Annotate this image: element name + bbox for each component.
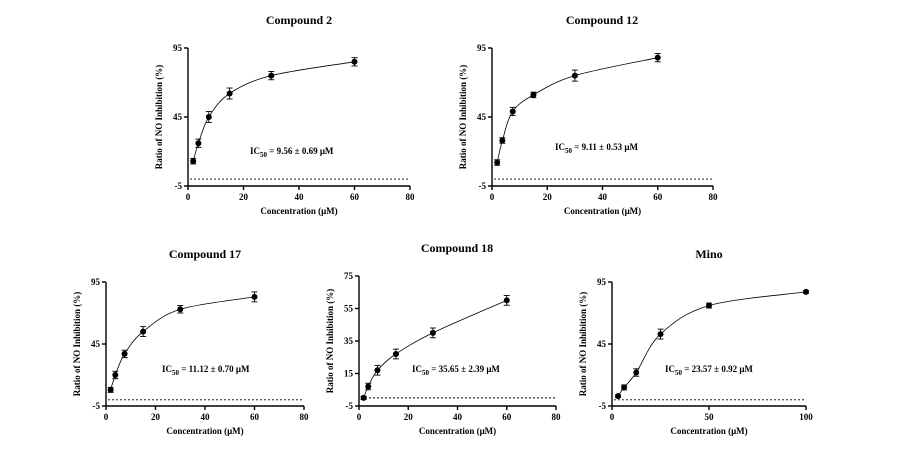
data-point: [633, 369, 640, 376]
data-point: [205, 114, 212, 120]
data-point: [706, 302, 712, 309]
y-tick-label: 45: [173, 112, 183, 122]
chart-panel: Compound 17 0 20 40 60 80 -5 45 95 Concentration …: [72, 247, 309, 436]
data-point: [226, 90, 233, 97]
fit-curve: [617, 291, 807, 397]
data-point: [571, 72, 578, 79]
x-tick-label: 80: [552, 412, 562, 422]
data-point: [803, 288, 809, 295]
y-axis-label: Ratio of NO Inhibition (%): [72, 292, 82, 397]
x-axis-label: Concentration (μM): [166, 426, 243, 436]
y-tick-label: -5: [175, 181, 183, 191]
x-axis-label: Concentration (μM): [419, 426, 496, 436]
x-tick-label: 80: [709, 192, 719, 202]
y-tick-label: -5: [346, 401, 354, 411]
data-point: [374, 367, 381, 374]
x-tick-label: 60: [350, 192, 360, 202]
x-tick-label: 40: [201, 412, 211, 422]
data-point: [503, 297, 510, 304]
x-tick-label: 0: [490, 192, 495, 202]
data-point: [177, 306, 184, 313]
y-axis-label: Ratio of NO Inhibition (%): [578, 292, 588, 397]
x-tick-label: 0: [357, 412, 362, 422]
data-point: [509, 108, 516, 115]
chart-title: Compound 12: [566, 13, 638, 27]
data-point: [494, 159, 501, 166]
y-tick-label: 45: [91, 339, 101, 349]
data-point: [365, 383, 372, 390]
x-tick-label: 60: [250, 412, 260, 422]
y-axis-label: Ratio of NO Inhibition (%): [458, 65, 468, 170]
data-point: [360, 394, 367, 401]
data-point: [530, 91, 537, 98]
y-tick-label: 35: [344, 336, 354, 346]
chart-panel: Mino 0 50 100 -5 45 95 Concentration (μM) Ratio …: [578, 247, 813, 436]
data-point: [621, 384, 628, 391]
x-tick-label: 0: [104, 412, 109, 422]
data-point: [190, 158, 197, 165]
data-point: [429, 329, 436, 336]
x-tick-label: 20: [151, 412, 161, 422]
x-tick-label: 80: [300, 412, 310, 422]
data-point: [195, 140, 202, 147]
ic50-annotation: IC50 = 9.11 ± 0.53 μM: [555, 142, 638, 155]
y-tick-label: 55: [344, 304, 354, 314]
x-axis-label: Concentration (μM): [564, 206, 641, 216]
data-point: [615, 393, 622, 400]
data-point: [112, 372, 119, 378]
x-tick-label: 60: [653, 192, 663, 202]
data-point: [107, 386, 114, 393]
y-axis-label: Ratio of NO Inhibition (%): [154, 65, 164, 170]
x-tick-label: 40: [295, 192, 305, 202]
data-point: [392, 351, 399, 357]
y-tick-label: 75: [344, 271, 354, 281]
y-tick-label: 45: [477, 112, 487, 122]
x-tick-label: 0: [186, 192, 191, 202]
chart-title: Compound 18: [421, 241, 493, 255]
y-tick-label: -5: [479, 181, 487, 191]
ic50-annotation: IC50 = 35.65 ± 2.39 μM: [412, 364, 500, 377]
x-tick-label: 20: [404, 412, 414, 422]
ic50-annotation: IC50 = 23.57 ± 0.92 μM: [665, 364, 753, 377]
data-point: [140, 328, 147, 335]
x-tick-label: 20: [239, 192, 249, 202]
y-tick-label: 95: [597, 277, 607, 287]
x-tick-label: 20: [543, 192, 553, 202]
x-tick-label: 80: [406, 192, 416, 202]
chart-title: Mino: [695, 247, 722, 261]
chart-panel: Compound 18 0 20 40 60 80 -5 15 35 55 75 Concentrat…: [325, 241, 561, 436]
x-tick-label: 0: [610, 412, 615, 422]
y-tick-label: 95: [477, 43, 487, 53]
data-point: [657, 331, 664, 338]
x-tick-label: 40: [453, 412, 463, 422]
x-tick-label: 60: [502, 412, 512, 422]
y-tick-label: 15: [344, 369, 354, 379]
y-tick-label: 45: [597, 339, 607, 349]
y-tick-label: 95: [173, 43, 183, 53]
chart-title: Compound 2: [266, 13, 332, 27]
data-point: [268, 72, 275, 79]
x-axis-label: Concentration (μM): [670, 426, 747, 436]
y-tick-label: 95: [91, 277, 101, 287]
x-tick-label: 40: [598, 192, 608, 202]
y-tick-label: -5: [599, 401, 607, 411]
y-axis-label: Ratio of NO Inhibition (%): [325, 289, 335, 394]
x-tick-label: 100: [799, 412, 813, 422]
data-point: [251, 293, 258, 300]
x-tick-label: 50: [705, 412, 715, 422]
data-point: [351, 58, 358, 65]
data-point: [499, 137, 506, 144]
y-tick-label: -5: [93, 401, 101, 411]
chart-title: Compound 17: [169, 247, 241, 261]
ic50-annotation: IC50 = 9.56 ± 0.69 μM: [250, 146, 334, 159]
data-point: [654, 54, 661, 61]
data-point: [121, 350, 128, 357]
chart-panel: Compound 2 0 20 40 60 80 -5 45 95 Concentration (…: [154, 13, 415, 216]
fit-curve: [363, 300, 507, 399]
x-axis-label: Concentration (μM): [260, 206, 337, 216]
ic50-annotation: IC50 = 11.12 ± 0.70 μM: [162, 364, 250, 377]
chart-panel: Compound 12 0 20 40 60 80 -5 45 95 Concentration …: [458, 13, 718, 216]
